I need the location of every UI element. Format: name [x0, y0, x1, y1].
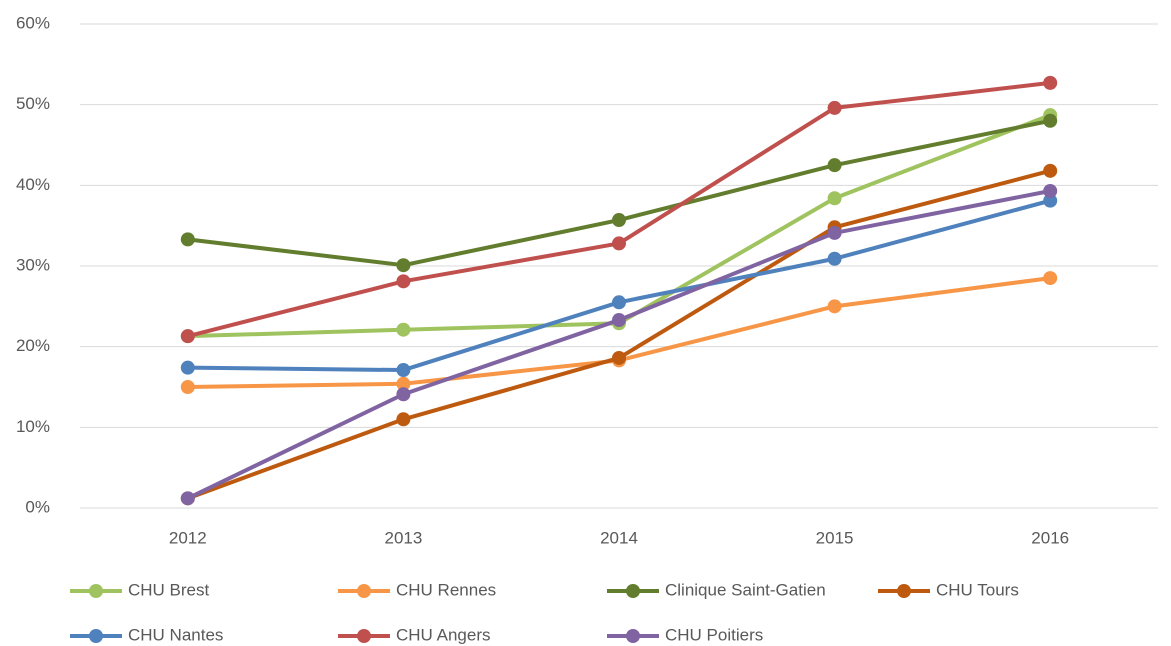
y-tick-label: 40% — [16, 175, 50, 194]
y-tick-label: 0% — [25, 497, 50, 516]
data-point — [827, 191, 842, 206]
data-point — [1043, 193, 1058, 208]
legend-marker — [89, 629, 103, 643]
data-point — [396, 363, 411, 378]
legend-label: CHU Angers — [396, 625, 490, 644]
x-tick-label: 2012 — [169, 528, 207, 547]
data-point — [612, 350, 626, 365]
data-point — [612, 213, 626, 228]
data-point — [827, 158, 842, 173]
x-tick-label: 2015 — [816, 528, 854, 547]
legend-marker — [897, 584, 911, 598]
legend-marker — [626, 629, 640, 643]
y-tick-label: 20% — [16, 336, 50, 355]
data-point — [180, 360, 195, 375]
data-point — [180, 380, 195, 394]
y-tick-label: 10% — [16, 417, 50, 436]
data-point — [396, 387, 411, 402]
legend-marker — [357, 629, 371, 643]
data-point — [827, 225, 842, 240]
data-point — [612, 313, 626, 328]
legend-label: CHU Tours — [936, 580, 1019, 599]
data-point — [827, 251, 842, 266]
y-tick-label: 50% — [16, 94, 50, 113]
data-point — [1043, 75, 1058, 90]
x-tick-label: 2014 — [600, 528, 638, 547]
x-tick-label: 2016 — [1031, 528, 1069, 547]
data-point — [612, 295, 626, 310]
data-point — [180, 329, 195, 344]
legend-label: CHU Rennes — [396, 580, 496, 599]
legend-label: CHU Nantes — [128, 625, 223, 644]
data-point — [180, 232, 195, 247]
data-point — [396, 412, 411, 427]
x-tick-label: 2013 — [384, 528, 422, 547]
legend-label: CHU Brest — [128, 580, 210, 599]
data-point — [1043, 183, 1058, 198]
data-point — [396, 274, 411, 289]
data-point — [827, 299, 842, 314]
data-point — [1043, 271, 1058, 286]
y-tick-label: 60% — [16, 13, 50, 32]
data-point — [396, 258, 411, 273]
legend-marker — [626, 584, 640, 598]
data-point — [612, 236, 626, 251]
data-point — [827, 100, 842, 115]
legend-label: CHU Poitiers — [665, 625, 763, 644]
data-point — [1043, 113, 1058, 128]
y-tick-label: 30% — [16, 255, 50, 274]
data-point — [1043, 163, 1058, 178]
data-point — [396, 376, 411, 391]
legend-marker — [89, 584, 103, 598]
legend-marker — [357, 584, 371, 598]
data-point — [180, 491, 195, 506]
data-point — [396, 322, 411, 337]
legend-label: Clinique Saint-Gatien — [665, 580, 826, 599]
